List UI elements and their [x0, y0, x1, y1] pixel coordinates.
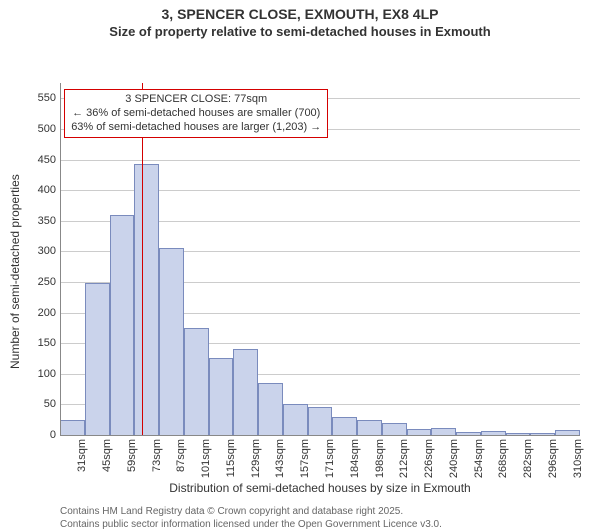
- x-tick-label: 310sqm: [572, 439, 584, 478]
- x-tick-label: 296sqm: [547, 439, 559, 478]
- plot-area: 3 SPENCER CLOSE: 77sqm ← 36% of semi-det…: [60, 83, 580, 435]
- y-tick-label: 0: [16, 429, 56, 441]
- x-tick-label: 254sqm: [473, 439, 485, 478]
- y-tick-label: 150: [16, 337, 56, 349]
- bar: [209, 358, 234, 435]
- bar: [382, 423, 407, 435]
- callout-box: 3 SPENCER CLOSE: 77sqm ← 36% of semi-det…: [64, 89, 328, 138]
- credits-line2: Contains public sector information licen…: [60, 518, 442, 531]
- y-tick-label: 200: [16, 307, 56, 319]
- x-tick-label: 198sqm: [374, 439, 386, 478]
- x-tick-label: 101sqm: [200, 439, 212, 478]
- x-tick-label: 115sqm: [225, 439, 237, 477]
- x-axis-line: [60, 435, 580, 436]
- y-tick-label: 100: [16, 368, 56, 380]
- bar: [332, 417, 357, 435]
- chart-title-main: 3, SPENCER CLOSE, EXMOUTH, EX8 4LP: [0, 6, 600, 22]
- chart-title-sub: Size of property relative to semi-detach…: [0, 24, 600, 39]
- x-axis-label: Distribution of semi-detached houses by …: [60, 481, 580, 495]
- bar: [258, 383, 283, 435]
- bar: [85, 283, 110, 435]
- bar: [134, 164, 159, 435]
- x-tick-label: 129sqm: [250, 439, 262, 478]
- callout-line1: 3 SPENCER CLOSE: 77sqm: [71, 93, 321, 107]
- x-tick-label: 282sqm: [522, 439, 534, 478]
- x-tick-label: 240sqm: [448, 439, 460, 478]
- x-tick-label: 212sqm: [398, 439, 410, 478]
- credits-line1: Contains HM Land Registry data © Crown c…: [60, 505, 442, 518]
- gridline: [60, 160, 580, 161]
- x-tick-label: 184sqm: [349, 439, 361, 478]
- bar: [431, 428, 456, 435]
- x-tick-label: 226sqm: [423, 439, 435, 478]
- bar: [110, 215, 135, 435]
- y-tick-label: 300: [16, 245, 56, 257]
- y-axis-line: [60, 83, 61, 435]
- credits: Contains HM Land Registry data © Crown c…: [60, 505, 442, 531]
- x-tick-label: 268sqm: [497, 439, 509, 478]
- bar: [184, 328, 209, 435]
- bar: [308, 407, 333, 435]
- y-tick-label: 350: [16, 215, 56, 227]
- x-tick-label: 157sqm: [299, 439, 311, 478]
- x-tick-label: 171sqm: [324, 439, 336, 478]
- x-tick-label: 73sqm: [151, 439, 163, 472]
- y-tick-label: 400: [16, 184, 56, 196]
- y-tick-label: 550: [16, 92, 56, 104]
- callout-line2: ← 36% of semi-detached houses are smalle…: [71, 107, 321, 121]
- x-tick-label: 59sqm: [126, 439, 138, 472]
- bar: [357, 420, 382, 435]
- bar: [233, 349, 258, 435]
- x-tick-label: 45sqm: [101, 439, 113, 472]
- bar: [60, 420, 85, 435]
- x-tick-label: 87sqm: [175, 439, 187, 472]
- x-tick-label: 143sqm: [274, 439, 286, 478]
- y-tick-label: 250: [16, 276, 56, 288]
- bar: [283, 404, 308, 435]
- y-tick-label: 500: [16, 123, 56, 135]
- y-tick-label: 450: [16, 154, 56, 166]
- x-tick-label: 31sqm: [76, 439, 88, 472]
- y-tick-label: 50: [16, 398, 56, 410]
- callout-line3: 63% of semi-detached houses are larger (…: [71, 121, 321, 135]
- bar: [159, 248, 184, 435]
